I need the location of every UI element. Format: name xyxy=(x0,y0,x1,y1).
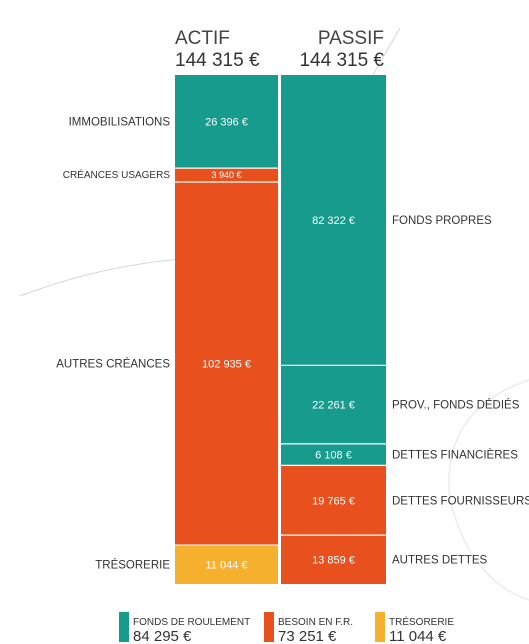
passif-value-dettes-fournisseurs: 19 765 € xyxy=(312,495,355,507)
legend-title-tresorerie: TRÉSORERIE xyxy=(389,615,454,628)
actif-bar-autres-creances xyxy=(175,181,278,546)
legend-title-fonds-de-roulement: FONDS DE ROULEMENT xyxy=(133,617,250,628)
legend-title-besoin-en-f-r: BESOIN EN F.R. xyxy=(278,617,353,628)
passif-bar-prov-fonds-dedies xyxy=(281,365,386,444)
actif-bar-immobilisations xyxy=(175,75,278,169)
passif-label-prov-fonds-dedies: PROV., FONDS DÉDIÉS xyxy=(392,399,520,412)
passif-value-prov-fonds-dedies: 22 261 € xyxy=(312,400,355,412)
decorative-arc-left xyxy=(19,257,201,297)
legend-value-besoin-en-f-r: 73 251 € xyxy=(278,628,337,644)
passif-bar-dettes-financieres xyxy=(281,443,386,466)
passif-stack: 82 322 € FONDS PROPRES 22 261 € PROV., FOND… xyxy=(281,75,529,584)
actif-title: ACTIF xyxy=(175,28,230,49)
actif-bar-tresorerie xyxy=(175,545,278,584)
legend-swatch-tresorerie xyxy=(375,612,385,642)
passif-bar-fonds-propres xyxy=(281,75,386,366)
actif-label-autres-creances: AUTRES CRÉANCES xyxy=(56,358,170,371)
actif-stack: 26 396 € IMMOBILISATIONS 3 940 € CRÉANCES U… xyxy=(56,75,278,584)
decorative-arc-right xyxy=(448,379,529,601)
decorative-arc-top xyxy=(369,27,401,81)
passif-title: PASSIF xyxy=(318,28,384,49)
passif-bar-autres-dettes xyxy=(281,535,386,584)
actif-value-autres-creances: 102 935 € xyxy=(202,359,251,371)
actif-total: 144 315 € xyxy=(175,50,260,71)
legend-swatch-besoin-en-f-r xyxy=(264,612,274,642)
legend-swatch-fonds-de-roulement xyxy=(119,612,129,642)
actif-value-immobilisations: 26 396 € xyxy=(205,117,248,129)
passif-label-autres-dettes: AUTRES DETTES xyxy=(392,555,488,567)
passif-value-fonds-propres: 82 322 € xyxy=(312,215,355,227)
actif-label-creances-usagers: CRÉANCES USAGERS xyxy=(63,168,171,181)
passif-total: 144 315 € xyxy=(299,50,384,71)
actif-value-creances-usagers: 3 940 € xyxy=(211,170,241,180)
passif-label-fonds-propres: FONDS PROPRES xyxy=(392,215,492,227)
passif-label-dettes-financieres: DETTES FINANCIÈRES xyxy=(392,449,518,462)
passif-bar-dettes-fournisseurs xyxy=(281,465,386,536)
passif-value-dettes-financieres: 6 108 € xyxy=(315,450,352,462)
actif-label-immobilisations: IMMOBILISATIONS xyxy=(69,117,171,129)
passif-label-dettes-fournisseurs: DETTES FOURNISSEURS xyxy=(392,495,529,507)
legend-value-fonds-de-roulement: 84 295 € xyxy=(133,628,192,644)
passif-value-autres-dettes: 13 859 € xyxy=(312,555,355,567)
actif-label-tresorerie: TRÉSORERIE xyxy=(95,559,170,572)
actif-value-tresorerie: 11 044 € xyxy=(205,560,247,572)
actif-bar-creances-usagers xyxy=(175,168,278,182)
legend-value-tresorerie: 11 044 € xyxy=(389,628,447,644)
